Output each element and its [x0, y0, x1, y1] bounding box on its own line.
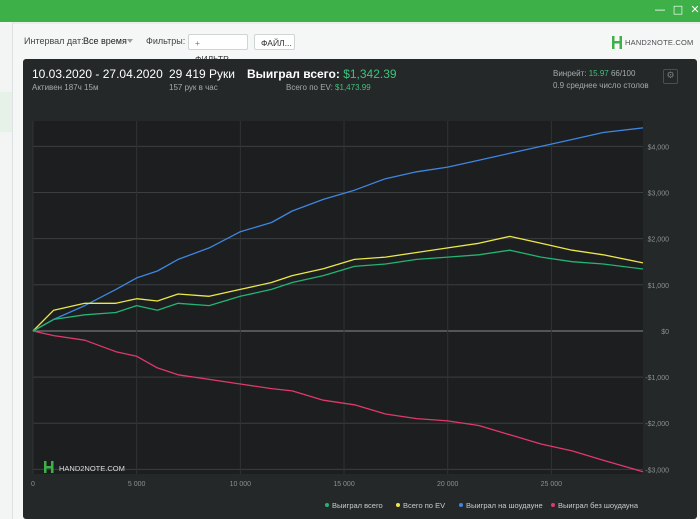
winrate-value: 15.97 — [588, 69, 609, 78]
close-button[interactable]: ✕ — [690, 3, 700, 16]
ev-total-value: $1,473.99 — [335, 83, 371, 92]
hands-per-hour: 157 рук в час — [169, 83, 218, 92]
minimize-button[interactable]: — — [654, 3, 666, 16]
file-button[interactable]: ФАЙЛ... — [254, 34, 295, 50]
series-line — [32, 235, 644, 332]
gear-icon[interactable]: ⚙ — [663, 69, 678, 84]
winrate-suffix: 66/100 — [610, 69, 636, 78]
window-title-bar: — □ ✕ — [0, 0, 700, 22]
legend-label: Выиграл всего — [332, 501, 383, 510]
y-tick-label: $2,000 — [648, 237, 670, 244]
graph-toolbar: Интервал дат: Все время Фильтры: + ФИЛЬТ… — [13, 24, 700, 64]
hand2note-logo-icon — [612, 36, 622, 49]
filters-label: Фильтры: — [146, 36, 186, 46]
legend-dot — [325, 503, 329, 507]
ev-total: Всего по EV: $1,473.99 — [286, 83, 371, 92]
series-line — [32, 249, 644, 332]
maximize-button[interactable]: □ — [672, 3, 684, 16]
y-tick-label: $1,000 — [648, 283, 670, 290]
sidebar-active-item[interactable] — [0, 92, 12, 132]
left-sidebar — [0, 22, 13, 519]
legend-dot — [396, 503, 400, 507]
chevron-down-icon[interactable] — [127, 39, 133, 43]
winrate-label: Винрейт: — [553, 69, 587, 78]
hands-count: 29 419 Руки — [169, 67, 235, 81]
filter-button[interactable]: + ФИЛЬТР... — [188, 34, 248, 64]
y-tick-label: $0 — [661, 329, 669, 336]
y-tick-label: $3,000 — [648, 191, 670, 198]
watermark-logo-icon — [51, 461, 54, 473]
x-tick-label: 5 000 — [128, 481, 146, 488]
x-tick-label: 15 000 — [333, 481, 355, 488]
series-line — [32, 127, 644, 332]
x-tick-label: 0 — [31, 481, 35, 488]
legend-dot — [551, 503, 555, 507]
logo-text: HAND2NOTE.COM — [625, 38, 694, 47]
date-range: 10.03.2020 - 27.04.2020 — [32, 67, 163, 81]
date-interval-select[interactable]: Все время — [83, 36, 127, 46]
plus-icon: + — [195, 38, 200, 48]
graph-panel: Интервал дат: Все время Фильтры: + ФИЛЬТ… — [13, 24, 700, 519]
x-tick-label: 25 000 — [541, 481, 563, 488]
won-total: Выиграл всего: $1,342.39 — [247, 67, 397, 81]
y-tick-label: -$2,000 — [645, 421, 669, 428]
file-button-label: ФАЙЛ... — [261, 38, 292, 48]
date-interval-label: Интервал дат: — [24, 36, 84, 46]
legend-dot — [459, 503, 463, 507]
y-tick-label: -$3,000 — [645, 467, 669, 474]
x-tick-label: 20 000 — [437, 481, 459, 488]
y-tick-label: $4,000 — [648, 144, 670, 151]
legend-label: Выиграл без шоудауна — [558, 501, 639, 510]
won-total-label: Выиграл всего: — [247, 67, 340, 81]
watermark-logo-icon — [45, 466, 52, 469]
results-card: -$3,000 -$2,000 -$1,000 $0 $1,000 $2,000 $3,00… — [23, 59, 697, 519]
avg-tables: 0.9 среднее число столов — [553, 81, 649, 90]
profit-chart: -$3,000 -$2,000 -$1,000 $0 $1,000 $2,000 $3,00… — [31, 121, 670, 510]
x-tick-label: 10 000 — [230, 481, 252, 488]
plot-area — [33, 121, 643, 474]
won-total-value: $1,342.39 — [343, 67, 397, 81]
legend-label: Всего по EV — [403, 501, 445, 510]
legend-label: Выиграл на шоудауне — [466, 501, 543, 510]
series-line — [32, 330, 644, 473]
winrate: Винрейт: 15.97 66/100 — [553, 69, 635, 78]
y-tick-label: -$1,000 — [645, 375, 669, 382]
chart-watermark: HAND2NOTE.COM — [59, 464, 125, 473]
active-time: Активен 187ч 15м — [32, 83, 99, 92]
ev-total-label: Всего по EV: — [286, 83, 333, 92]
